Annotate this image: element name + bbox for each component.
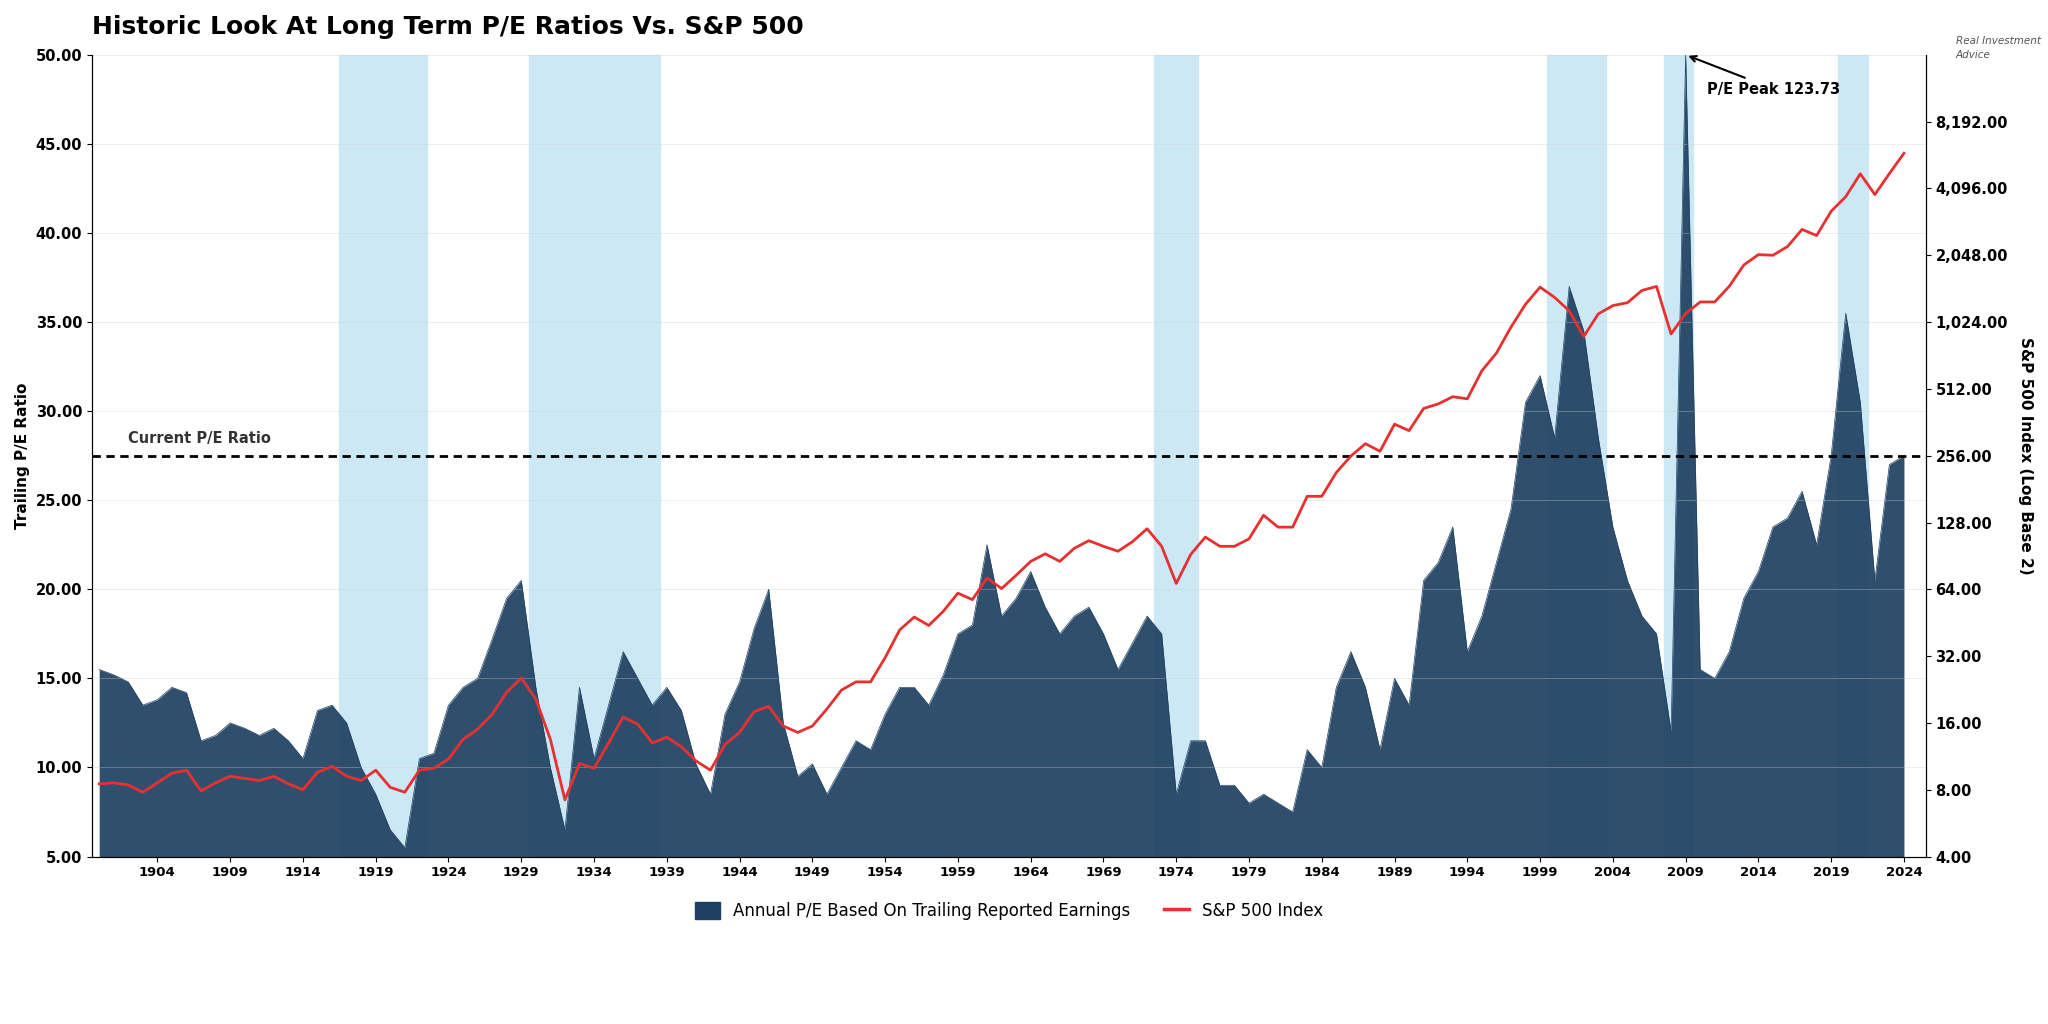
Bar: [1663, 55, 1694, 856]
Text: P/E Peak 123.73: P/E Peak 123.73: [1690, 56, 1841, 96]
Bar: [1839, 55, 1868, 856]
Text: Historic Look At Long Term P/E Ratios Vs. S&P 500: Historic Look At Long Term P/E Ratios Vs…: [92, 15, 803, 39]
Text: Current P/E Ratio: Current P/E Ratio: [129, 431, 270, 446]
Bar: [1548, 55, 1606, 856]
Text: Real Investment
Advice: Real Investment Advice: [1956, 36, 2042, 59]
Y-axis label: S&P 500 Index (Log Base 2): S&P 500 Index (Log Base 2): [2017, 337, 2034, 574]
Bar: [340, 55, 426, 856]
Bar: [528, 55, 659, 856]
Y-axis label: Trailing P/E Ratio: Trailing P/E Ratio: [14, 383, 31, 528]
Legend: Annual P/E Based On Trailing Reported Earnings, S&P 500 Index: Annual P/E Based On Trailing Reported Ea…: [686, 894, 1331, 929]
Bar: [1155, 55, 1198, 856]
